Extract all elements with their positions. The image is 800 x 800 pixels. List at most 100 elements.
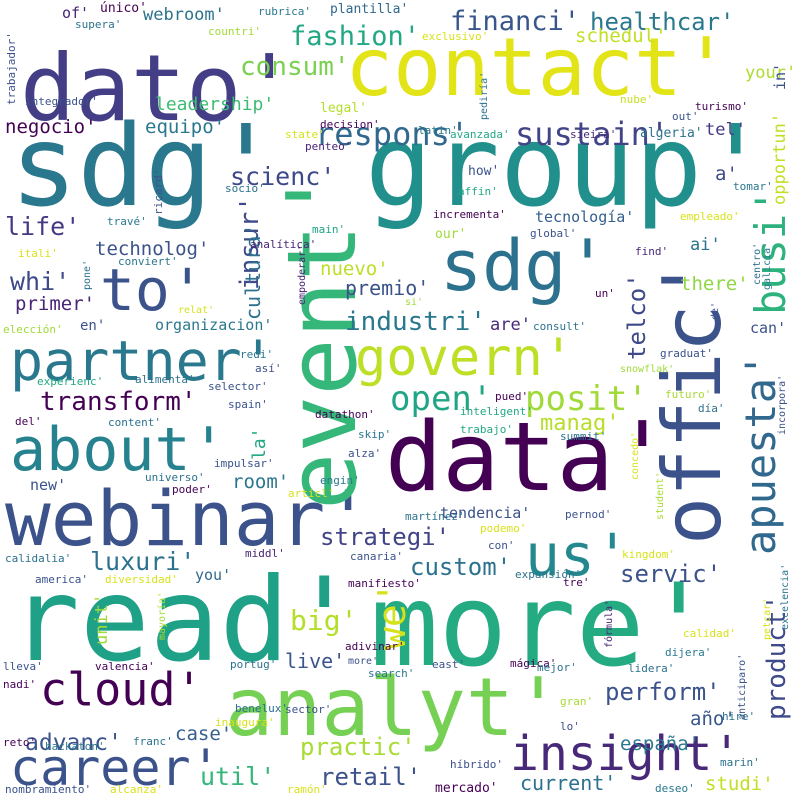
word: insur': [235, 196, 265, 290]
word: adivinar': [345, 640, 405, 653]
word: insight': [510, 726, 741, 782]
word: avanzada': [450, 128, 510, 141]
word: global': [530, 227, 576, 240]
word: tendencia': [440, 504, 530, 522]
word: penteo': [305, 140, 351, 153]
word: alcanza': [110, 783, 163, 796]
word: pone': [82, 260, 93, 290]
word: concedo': [630, 432, 641, 480]
word: busi': [746, 189, 795, 315]
word: alimenta': [135, 373, 195, 386]
word: luxuri': [90, 547, 195, 576]
word: manag': [540, 411, 619, 436]
word: manifiesto': [348, 577, 421, 590]
word: respons': [315, 115, 469, 153]
word: consult': [533, 320, 586, 333]
word: algeria': [640, 126, 703, 141]
word: more': [370, 559, 713, 692]
word: schedul': [575, 25, 667, 47]
word: webroom': [143, 5, 225, 25]
word: plantilla': [330, 2, 408, 17]
word: case': [175, 723, 232, 745]
word: you': [195, 566, 231, 584]
word: transform': [40, 387, 197, 417]
word: advanc': [25, 730, 122, 756]
word: analítica': [250, 238, 316, 251]
word: student': [655, 472, 666, 520]
word: universo': [145, 471, 205, 484]
word: whi': [10, 267, 70, 296]
word: servic': [620, 560, 721, 588]
word: deseo': [655, 782, 695, 795]
word: españa': [620, 733, 700, 755]
word: current': [520, 771, 616, 795]
word: room': [232, 471, 289, 493]
word: util': [200, 762, 275, 791]
word: snowflak': [620, 364, 674, 375]
word: mágica': [510, 657, 556, 670]
word: benelux': [235, 702, 288, 715]
word: practic': [300, 733, 416, 761]
word: how': [468, 164, 499, 179]
word: career': [10, 739, 221, 797]
word: cultura': [241, 224, 265, 320]
word: affin': [458, 185, 498, 198]
word: opportun': [770, 113, 790, 205]
word: new': [30, 476, 66, 494]
word: pued': [495, 390, 528, 403]
word: leadership': [155, 94, 274, 115]
word: híbrido': [450, 758, 503, 771]
word: tecnología': [535, 208, 634, 226]
word: latin': [418, 124, 458, 137]
word: franc': [133, 735, 173, 748]
word: en': [80, 318, 105, 334]
word: articl': [288, 487, 334, 500]
word: contact': [345, 21, 730, 114]
word: supera': [75, 18, 121, 31]
word: negocio': [5, 116, 97, 138]
word: us': [525, 521, 630, 589]
word: offic': [646, 256, 739, 545]
word: poder': [172, 483, 212, 496]
word: we': [370, 581, 414, 650]
word: calidad': [683, 627, 736, 640]
word: cloud': [40, 663, 203, 716]
word: strategi': [320, 523, 450, 551]
word: trabajo': [460, 423, 513, 436]
word: socio': [225, 182, 265, 195]
word: graduat': [660, 347, 713, 360]
word: our': [435, 227, 466, 242]
word: así': [255, 362, 282, 375]
word: mejor': [537, 661, 577, 674]
word: petcar': [762, 598, 773, 640]
word: dijera': [665, 646, 711, 659]
word: turismo': [695, 100, 748, 113]
word: un': [595, 287, 615, 300]
word: to': [100, 256, 205, 324]
word: ai': [690, 235, 721, 255]
word: premio': [345, 276, 429, 300]
word: countri': [208, 25, 261, 38]
word: content': [108, 416, 161, 429]
word: sdg': [10, 102, 280, 232]
word: spain': [228, 398, 268, 411]
word: analyt': [225, 661, 562, 754]
word: reto': [3, 736, 36, 749]
word: hire': [722, 710, 755, 723]
word: dato': [20, 35, 297, 142]
word: retail': [320, 763, 421, 791]
word: expansión': [515, 568, 581, 581]
word: live': [285, 649, 345, 673]
word: del': [15, 415, 42, 428]
word: centro': [752, 243, 763, 285]
word: impulsar': [214, 457, 274, 470]
word: datathon': [315, 408, 375, 421]
word: pernod': [565, 508, 611, 521]
word: empoderar': [297, 245, 308, 305]
word: podemo': [480, 522, 526, 535]
word: lleva': [3, 660, 43, 673]
word: main': [312, 223, 345, 236]
word: read': [10, 553, 359, 688]
